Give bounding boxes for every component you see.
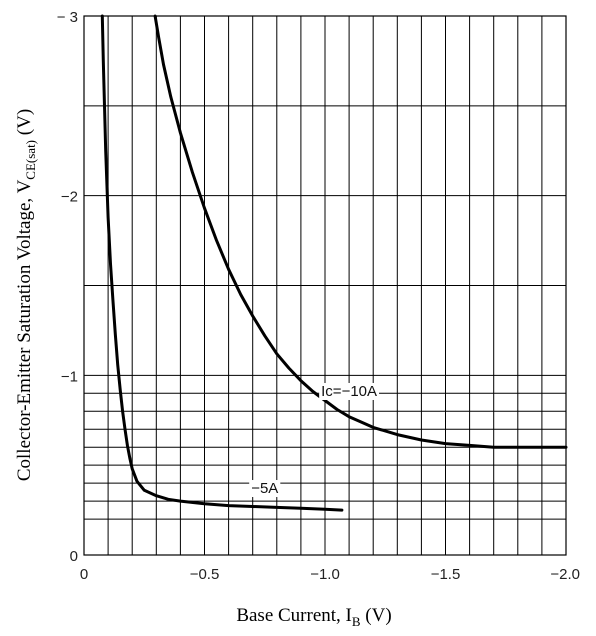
series-label-1: −5A [251,480,278,497]
x-tick-label-2: −1.0 [310,566,340,583]
grid [84,16,566,555]
series-label-bg-1 [249,480,281,498]
x-tick-label-0: 0 [80,566,88,583]
y-tick-label-2: −2 [61,189,78,206]
series-line-1 [100,14,344,512]
y-tick-label-0: 0 [70,548,78,565]
y-axis-title: Collector-Emitter Saturation Voltage, VC… [14,109,38,481]
y-tick-label-1: −1 [61,368,78,385]
series-label-0: Ic=−10A [321,383,377,400]
axis-ticks: 0 −0.5 −1.0 −1.5 −2.0 0 −1 −2 − 3 [57,9,580,583]
y-tick-label-3: − 3 [57,9,78,26]
series: Ic=−10A −5A [100,14,568,512]
series-label-bg-0 [319,382,380,400]
x-tick-label-1: −0.5 [190,566,220,583]
series-line-0 [153,14,568,449]
plot-frame [83,15,567,556]
x-tick-label-4: −2.0 [550,566,580,583]
x-axis-title: Base Current, IB (V) [236,605,391,629]
x-tick-label-3: −1.5 [431,566,461,583]
